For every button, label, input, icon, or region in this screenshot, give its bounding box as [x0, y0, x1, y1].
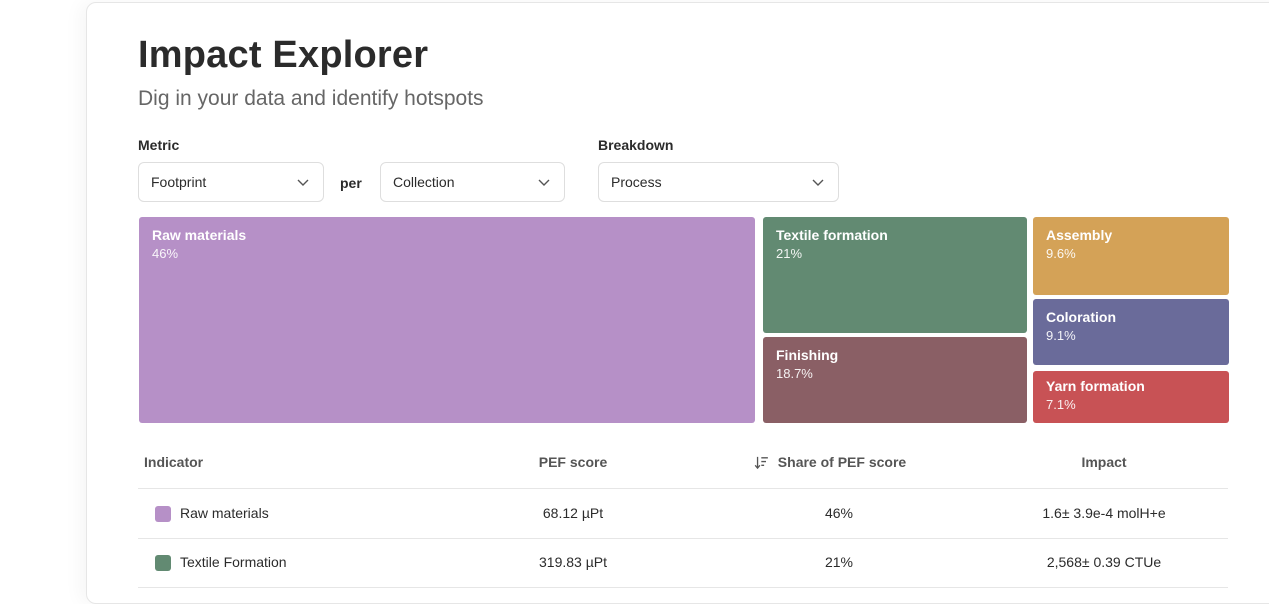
- tile-name: Yarn formation: [1046, 378, 1145, 394]
- page-subtitle: Dig in your data and identify hotspots: [138, 87, 484, 110]
- tile-name: Coloration: [1046, 309, 1116, 325]
- column-header-share[interactable]: Share of PEF score: [754, 454, 906, 470]
- chevron-down-icon: [812, 179, 824, 186]
- column-header-pef-score[interactable]: PEF score: [538, 454, 608, 470]
- page-title: Impact Explorer: [138, 34, 429, 76]
- tile-share: 21%: [776, 246, 803, 261]
- cell-share: 21%: [824, 554, 854, 570]
- cell-share: 46%: [824, 505, 854, 521]
- sort-descending-icon[interactable]: [754, 455, 769, 470]
- color-swatch: [155, 506, 171, 522]
- treemap-tile-textile-formation[interactable]: Textile formation 21%: [763, 217, 1027, 333]
- tile-share: 18.7%: [776, 366, 813, 381]
- breakdown-select[interactable]: Process: [598, 162, 839, 202]
- tile-name: Finishing: [776, 347, 839, 363]
- tile-share: 9.6%: [1046, 246, 1076, 261]
- breakdown-label: Breakdown: [598, 137, 674, 153]
- table-header: Indicator PEF score Share of PEF score I…: [138, 440, 1228, 489]
- chevron-down-icon: [538, 179, 550, 186]
- tile-name: Textile formation: [776, 227, 888, 243]
- cell-pef-score: 319.83 µPt: [538, 554, 608, 570]
- treemap-tile-raw-materials[interactable]: Raw materials 46%: [139, 217, 755, 423]
- per-select-value: Collection: [393, 174, 455, 190]
- cell-impact: 2,568± 0.39 CTUe: [1046, 554, 1162, 570]
- table-row[interactable]: Textile Formation 319.83 µPt 21% 2,568± …: [138, 538, 1228, 588]
- per-label: per: [340, 175, 362, 191]
- per-select[interactable]: Collection: [380, 162, 565, 202]
- treemap-tile-assembly[interactable]: Assembly 9.6%: [1033, 217, 1229, 295]
- column-header-share-label: Share of PEF score: [777, 454, 907, 470]
- metric-label: Metric: [138, 137, 180, 153]
- treemap-tile-yarn-formation[interactable]: Yarn formation 7.1%: [1033, 371, 1229, 423]
- cell-pef-score: 68.12 µPt: [542, 505, 604, 521]
- cell-indicator: Raw materials: [180, 505, 269, 521]
- column-header-indicator[interactable]: Indicator: [144, 454, 204, 470]
- tile-name: Raw materials: [152, 227, 247, 243]
- chevron-down-icon: [297, 179, 309, 186]
- cell-indicator: Textile Formation: [180, 554, 287, 570]
- tile-share: 7.1%: [1046, 397, 1076, 412]
- table-row[interactable]: Raw materials 68.12 µPt 46% 1.6± 3.9e-4 …: [138, 489, 1228, 539]
- metric-select[interactable]: Footprint: [138, 162, 324, 202]
- breakdown-select-value: Process: [611, 174, 662, 190]
- tile-share: 46%: [152, 246, 179, 261]
- cell-impact: 1.6± 3.9e-4 molH+e: [1042, 505, 1166, 521]
- metric-select-value: Footprint: [151, 174, 207, 190]
- tile-share: 9.1%: [1046, 328, 1076, 343]
- column-header-impact[interactable]: Impact: [1081, 454, 1127, 470]
- treemap-tile-finishing[interactable]: Finishing 18.7%: [763, 337, 1027, 423]
- treemap-tile-coloration[interactable]: Coloration 9.1%: [1033, 299, 1229, 365]
- tile-name: Assembly: [1046, 227, 1113, 243]
- color-swatch: [155, 555, 171, 571]
